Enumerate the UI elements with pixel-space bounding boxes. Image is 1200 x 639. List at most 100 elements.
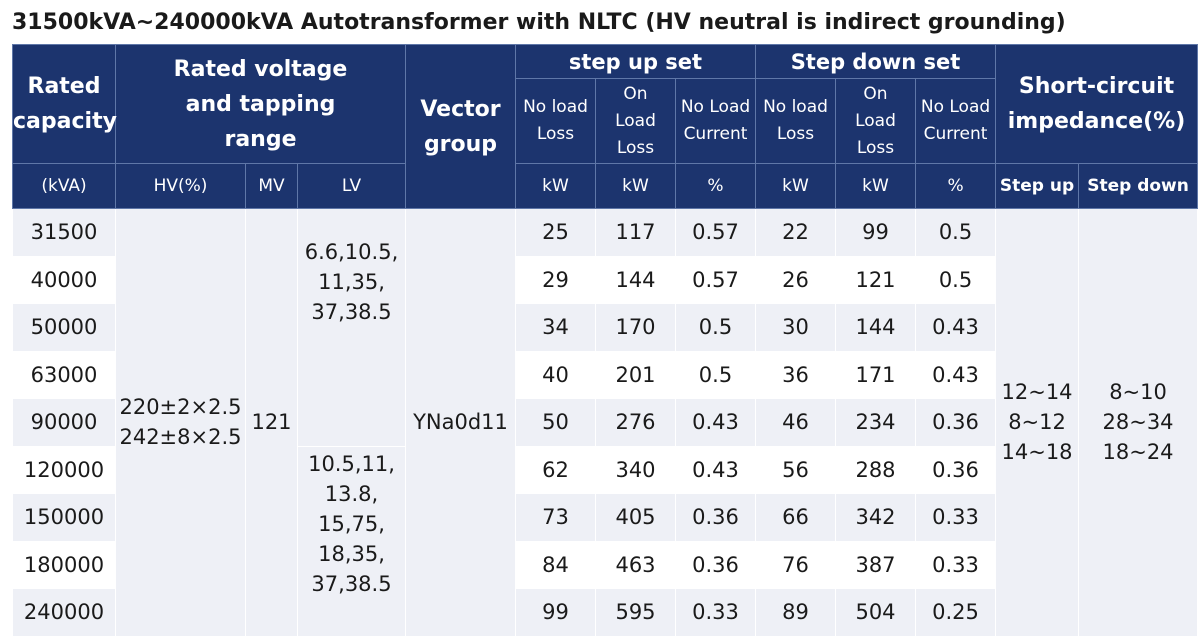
impedance-step-down-cell: 8~10 28~34 18~24 xyxy=(1078,208,1199,637)
sd-nlc-cell: 0.43 xyxy=(914,350,997,399)
su-nll-cell: 25 xyxy=(515,208,596,257)
sd-nll-cell: 36 xyxy=(755,350,836,399)
table-row: 120000 10.5,11, 13.8, 15,75, 18,35, 37,38… xyxy=(12,445,1198,637)
su-nlc-cell: 0.43 xyxy=(675,445,756,494)
su-nlc-cell: 0.57 xyxy=(675,208,756,257)
sd-oll-cell: 171 xyxy=(835,350,916,399)
capacity-cell: 50000 xyxy=(12,303,116,352)
table-row: 50000 34 170 0.5 30 144 0.43 xyxy=(12,303,1198,352)
page-title: 31500kVA~240000kVA Autotransformer with … xyxy=(12,10,1066,35)
su-nlc-cell: 0.57 xyxy=(675,255,756,304)
unit-sd-nlc: % xyxy=(914,163,997,209)
header-sd-nlc-label: No Load Current xyxy=(920,97,991,144)
header-rated-voltage: Rated voltage and tapping range xyxy=(115,44,406,164)
unit-su-nlc: % xyxy=(675,163,756,209)
sd-nll-cell: 76 xyxy=(755,540,836,589)
su-nlc-cell: 0.5 xyxy=(675,350,756,399)
header-sd-no-load-loss: No load Loss xyxy=(755,78,836,164)
table-row: 31500 220±2×2.5 242±8×2.5 121 6.6,10.5, 11,… xyxy=(12,208,1199,637)
sd-nlc-cell: 0.25 xyxy=(914,588,997,637)
unit-imp-down: Step down xyxy=(1078,163,1199,209)
sd-oll-cell: 342 xyxy=(835,493,916,542)
sd-nll-cell: 26 xyxy=(755,255,836,304)
su-oll-cell: 595 xyxy=(595,588,676,637)
lv-bottom-cell: 10.5,11, 13.8, 15,75, 18,35, 37,38.5 xyxy=(297,445,406,637)
su-nll-cell: 40 xyxy=(515,350,596,399)
unit-mv: MV xyxy=(245,163,298,209)
sd-oll-cell: 387 xyxy=(835,540,916,589)
header-rated-capacity: Rated capacity xyxy=(12,44,117,164)
unit-su-oll: kW xyxy=(595,163,676,209)
hv-range-cell: 220±2×2.5 242±8×2.5 xyxy=(115,208,246,637)
unit-sd-oll: kW xyxy=(835,163,916,209)
unit-imp-up: Step up xyxy=(995,163,1080,209)
vector-group-cell: YNa0d11 xyxy=(405,208,516,637)
su-nlc-cell: 0.36 xyxy=(675,493,756,542)
mv-cell: 121 xyxy=(245,208,298,637)
sd-nlc-cell: 0.43 xyxy=(914,303,997,352)
su-nll-cell: 99 xyxy=(515,588,596,637)
header-step-down-set: Step down set xyxy=(754,44,997,79)
sd-nll-cell: 56 xyxy=(755,445,836,494)
unit-lv: LV xyxy=(297,163,406,209)
unit-sd-nll: kW xyxy=(755,163,836,209)
capacity-cell: 120000 xyxy=(12,445,116,494)
header-short-circuit: Short-circuit impedance(%) xyxy=(995,44,1199,164)
capacity-cell: 240000 xyxy=(12,588,116,637)
su-nll-cell: 62 xyxy=(515,445,596,494)
su-oll-cell: 463 xyxy=(595,540,676,589)
su-nlc-cell: 0.36 xyxy=(675,540,756,589)
su-oll-cell: 144 xyxy=(595,255,676,304)
su-oll-cell: 170 xyxy=(595,303,676,352)
sd-nlc-cell: 0.5 xyxy=(914,208,997,257)
sd-nll-cell: 66 xyxy=(755,493,836,542)
su-nlc-cell: 0.5 xyxy=(675,303,756,352)
header-sd-oll-label: On Load Loss xyxy=(855,83,896,158)
table-row: 150000 73 405 0.36 66 342 0.33 xyxy=(12,493,1198,542)
header-rated-voltage-label: Rated voltage and tapping range xyxy=(173,56,348,152)
su-oll-cell: 201 xyxy=(595,350,676,399)
header-short-circuit-label: Short-circuit impedance(%) xyxy=(1007,74,1186,134)
table-row: 240000 99 595 0.33 89 504 0.25 xyxy=(12,588,1198,637)
unit-su-nll: kW xyxy=(515,163,596,209)
capacity-cell: 150000 xyxy=(12,493,116,542)
su-nll-cell: 73 xyxy=(515,493,596,542)
header-su-nll-label: No load Loss xyxy=(523,97,588,144)
header-vector-group-label: Vector group xyxy=(420,96,501,157)
table-row: 180000 84 463 0.36 76 387 0.33 xyxy=(12,540,1198,589)
su-nll-cell: 34 xyxy=(515,303,596,352)
capacity-cell: 63000 xyxy=(12,350,116,399)
sd-oll-cell: 234 xyxy=(835,398,916,447)
su-oll-cell: 117 xyxy=(595,208,676,257)
sd-oll-cell: 504 xyxy=(835,588,916,637)
su-oll-cell: 405 xyxy=(595,493,676,542)
header-sd-nll-label: No load Loss xyxy=(763,97,828,144)
su-nll-cell: 29 xyxy=(515,255,596,304)
su-nll-cell: 50 xyxy=(515,398,596,447)
header-su-nlc-label: No Load Current xyxy=(680,97,751,144)
unit-capacity: (kVA) xyxy=(12,163,116,209)
table-row: 40000 29 144 0.57 26 121 0.5 xyxy=(12,255,1198,304)
capacity-cell: 31500 xyxy=(12,208,116,257)
unit-hv: HV(%) xyxy=(115,163,246,209)
su-nll-cell: 84 xyxy=(515,540,596,589)
sd-nll-cell: 30 xyxy=(755,303,836,352)
header-sd-no-load-current: No Load Current xyxy=(914,78,997,164)
sd-nlc-cell: 0.5 xyxy=(914,255,997,304)
sd-oll-cell: 99 xyxy=(835,208,916,257)
spec-table: Rated capacity Rated voltage and tapping… xyxy=(12,44,1199,637)
header-step-up-set: step up set xyxy=(515,44,756,79)
header-su-no-load-current: No Load Current xyxy=(675,78,756,164)
sd-nll-cell: 46 xyxy=(755,398,836,447)
su-nlc-cell: 0.43 xyxy=(675,398,756,447)
su-oll-cell: 340 xyxy=(595,445,676,494)
capacity-cell: 180000 xyxy=(12,540,116,589)
table-row: 90000 50 276 0.43 46 234 0.36 xyxy=(12,398,1198,447)
sd-oll-cell: 144 xyxy=(835,303,916,352)
impedance-step-up-cell: 12~14 8~12 14~18 xyxy=(995,208,1080,637)
sd-nll-cell: 22 xyxy=(755,208,836,257)
header-su-no-load-loss: No load Loss xyxy=(515,78,596,164)
su-nlc-cell: 0.33 xyxy=(675,588,756,637)
capacity-cell: 90000 xyxy=(12,398,116,447)
header-su-oll-label: On Load Loss xyxy=(615,83,656,158)
